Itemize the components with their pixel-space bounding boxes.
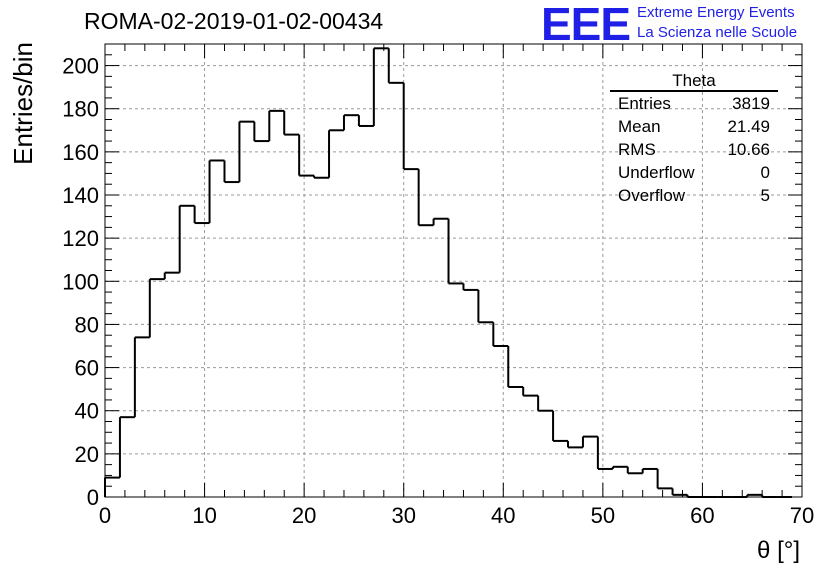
x-tick-label: 70 xyxy=(790,503,814,528)
x-tick-label: 10 xyxy=(192,503,216,528)
stats-value: 3819 xyxy=(732,94,770,113)
y-tick-label: 40 xyxy=(75,399,99,424)
stats-value: 0 xyxy=(760,163,770,182)
y-tick-label: 60 xyxy=(75,356,99,381)
x-axis-label: θ [°] xyxy=(757,537,800,564)
stats-row-rms: RMS 10.66 xyxy=(610,138,778,161)
x-tick-label: 0 xyxy=(99,503,111,528)
stats-row-underflow: Underflow 0 xyxy=(610,161,778,184)
x-tick-label: 30 xyxy=(391,503,415,528)
y-tick-label: 160 xyxy=(62,140,99,165)
x-tick-label: 20 xyxy=(292,503,316,528)
logo-line-1: Extreme Energy Events xyxy=(637,4,795,21)
stats-value: 21.49 xyxy=(727,117,770,136)
chart-title: ROMA-02-2019-01-02-00434 xyxy=(84,8,384,34)
stats-label: Mean xyxy=(618,117,661,136)
y-tick-label: 100 xyxy=(62,269,99,294)
stats-label: Entries xyxy=(618,94,671,113)
stats-value: 10.66 xyxy=(727,140,770,159)
stats-label: Underflow xyxy=(618,163,695,182)
stats-label: RMS xyxy=(618,140,656,159)
y-tick-label: 200 xyxy=(62,54,99,79)
eee-logo-mark: EEE xyxy=(541,0,631,50)
y-tick-label: 80 xyxy=(75,312,99,337)
plot-frame xyxy=(104,43,803,498)
eee-logo-text: Extreme Energy Events La Scienza nelle S… xyxy=(637,3,797,43)
stats-label: Overflow xyxy=(618,186,686,205)
stats-row-overflow: Overflow 5 xyxy=(610,184,778,207)
y-tick-label: 140 xyxy=(62,183,99,208)
stats-box: Theta Entries 3819 Mean 21.49 RMS 10.66 … xyxy=(610,71,778,207)
stats-title: Theta xyxy=(610,71,778,92)
y-tick-label: 180 xyxy=(62,97,99,122)
x-tick-label: 50 xyxy=(591,503,615,528)
x-tick-label: 40 xyxy=(491,503,515,528)
y-tick-label: 20 xyxy=(75,442,99,467)
stats-row-entries: Entries 3819 xyxy=(610,92,778,115)
y-axis-label: Entries/bin xyxy=(8,42,38,165)
x-tick-label: 60 xyxy=(690,503,714,528)
y-tick-label: 0 xyxy=(87,485,99,510)
stats-row-mean: Mean 21.49 xyxy=(610,115,778,138)
y-tick-label: 120 xyxy=(62,226,99,251)
stats-value: 5 xyxy=(760,186,770,205)
logo-line-2: La Scienza nelle Scuole xyxy=(637,24,798,41)
